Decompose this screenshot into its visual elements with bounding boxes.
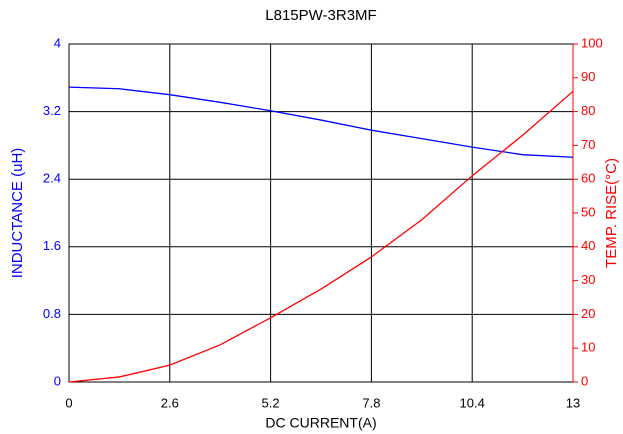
y2-tick-label: 0 [581,373,588,388]
x-axis-label: DC CURRENT(A) [265,415,376,431]
y2-tick-label: 50 [581,204,595,219]
y2-tick-label: 70 [581,137,595,152]
y-tick-label: 2.4 [43,171,61,186]
series-line [68,90,574,383]
x-tick-label: 10.4 [460,395,485,410]
y2-tick-label: 10 [581,340,595,355]
y-axis-label: INDUCTANCE (uH) [9,148,26,279]
x-tick-label: 13 [566,395,580,410]
y-tick-label: 1.6 [43,238,61,253]
y-tick-label: 0 [54,373,61,388]
y2-tick-label: 30 [581,272,595,287]
x-tick-label: 5.2 [262,395,280,410]
y2-tick-label: 20 [581,306,595,321]
x-tick-label: 0 [65,395,72,410]
y2-axis-label: TEMP. RISE(°C) [603,158,620,268]
y2-tick-label: 80 [581,103,595,118]
y2-tick-label: 60 [581,171,595,186]
y2-tick-label: 90 [581,69,595,84]
x-tick-label: 7.8 [362,395,380,410]
y2-tick-label: 40 [581,238,595,253]
x-tick-label: 2.6 [161,395,179,410]
series-line [68,86,574,158]
y-tick-label: 0.8 [43,306,61,321]
y-tick-label: 4 [54,35,61,50]
plot-area [68,43,574,383]
y2-tick-label: 100 [581,35,603,50]
chart-title: L815PW-3R3MF [265,7,376,24]
y-tick-label: 3.2 [43,103,61,118]
